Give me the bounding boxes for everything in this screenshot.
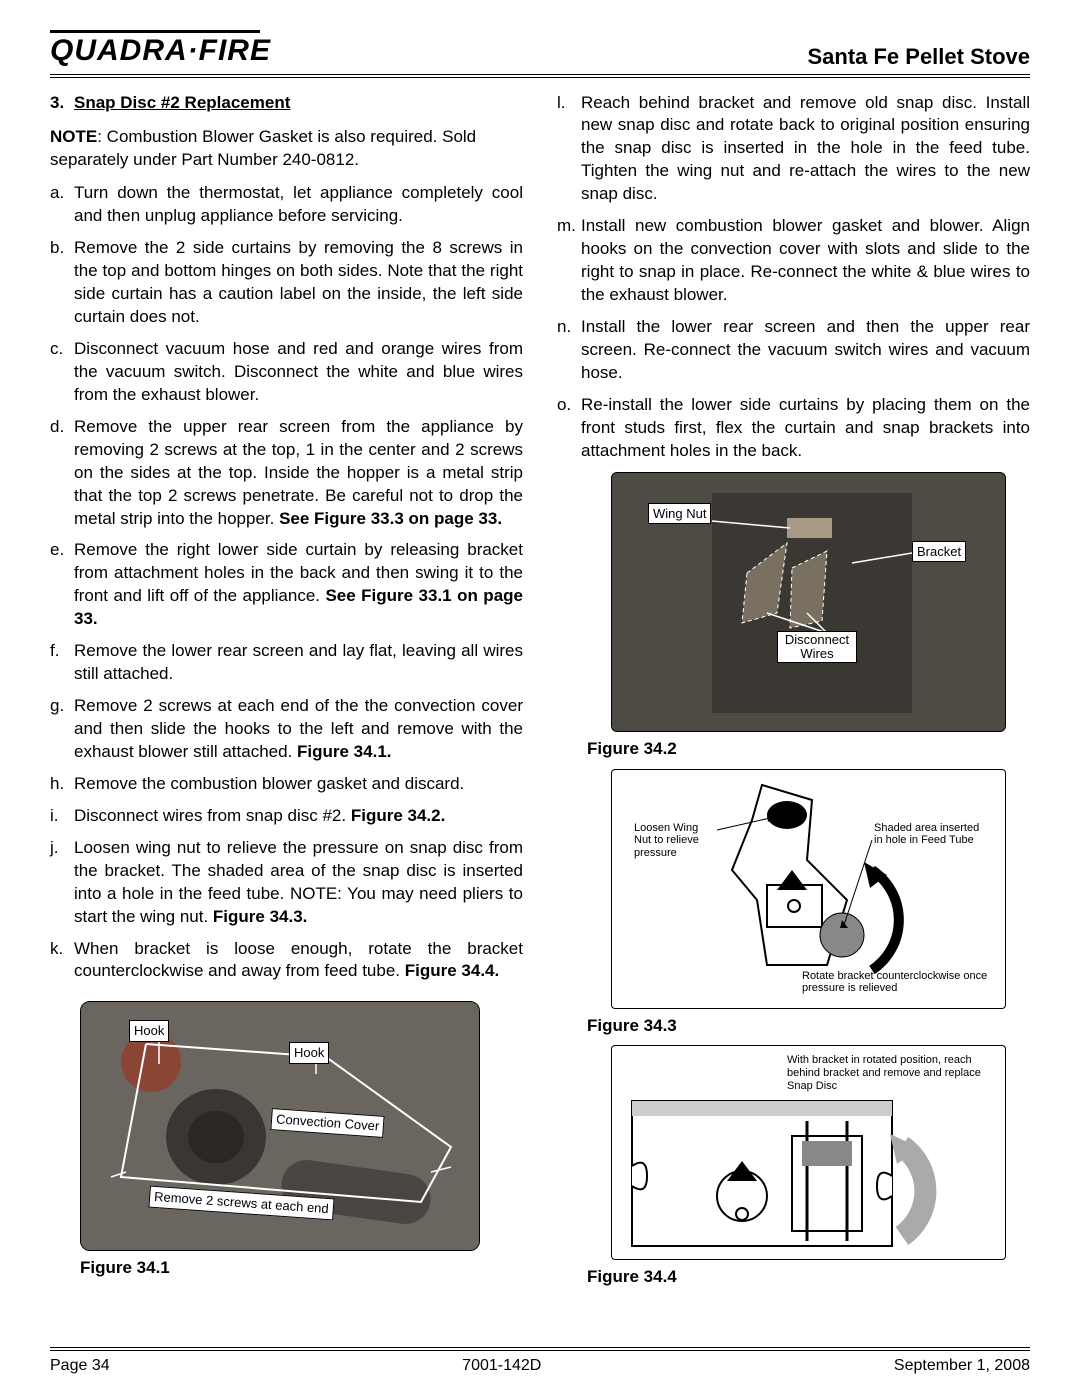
note-label: NOTE	[50, 127, 97, 146]
step-ref: See Figure 33.3 on page 33.	[279, 509, 502, 528]
step-label: d.	[50, 416, 74, 531]
fig343-shaded-label: Shaded area inserted in hole in Feed Tub…	[874, 822, 984, 847]
content-columns: 3.Snap Disc #2 Replacement NOTE: Combust…	[50, 92, 1030, 1298]
step-text: Install new combustion blower gasket and…	[581, 215, 1030, 307]
step-label: e.	[50, 539, 74, 631]
step-ref: Figure 34.2.	[351, 806, 445, 825]
step-item: j.Loosen wing nut to relieve the pressur…	[50, 837, 523, 929]
footer-doc: 7001-142D	[462, 1355, 541, 1377]
step-ref: Figure 34.4.	[405, 961, 499, 980]
step-item: h.Remove the combustion blower gasket an…	[50, 773, 523, 796]
step-text: Install the lower rear screen and then t…	[581, 316, 1030, 385]
steps-list-left: a.Turn down the thermostat, let applianc…	[50, 182, 523, 983]
step-text: Remove 2 screws at each end of the the c…	[74, 695, 523, 764]
brand-text: QUADRA·FIRE	[50, 31, 271, 72]
note-paragraph: NOTE: Combustion Blower Gasket is also r…	[50, 126, 523, 172]
section-heading: Snap Disc #2 Replacement	[74, 93, 290, 112]
step-label: c.	[50, 338, 74, 407]
step-item: m.Install new combustion blower gasket a…	[557, 215, 1030, 307]
note-text: : Combustion Blower Gasket is also requi…	[50, 127, 476, 169]
fig343-loosen-label: Loosen Wing Nut to relieve pressure	[634, 822, 714, 860]
fig342-wing-label: Wing Nut	[648, 503, 711, 525]
fig341-hook1-label: Hook	[129, 1020, 169, 1042]
step-item: o.Re-install the lower side curtains by …	[557, 394, 1030, 463]
right-column: l.Reach behind bracket and remove old sn…	[557, 92, 1030, 1298]
fig341-hook2-label: Hook	[289, 1042, 329, 1064]
step-item: f.Remove the lower rear screen and lay f…	[50, 640, 523, 686]
left-column: 3.Snap Disc #2 Replacement NOTE: Combust…	[50, 92, 523, 1298]
step-item: g.Remove 2 screws at each end of the the…	[50, 695, 523, 764]
figure-34-2: Wing Nut Bracket Disconnect Wires	[611, 472, 1006, 732]
step-ref: Figure 34.3.	[213, 907, 307, 926]
step-item: d.Remove the upper rear screen from the …	[50, 416, 523, 531]
footer-page: Page 34	[50, 1355, 110, 1377]
step-text: Remove the upper rear screen from the ap…	[74, 416, 523, 531]
step-ref: Figure 34.1.	[297, 742, 391, 761]
step-label: m.	[557, 215, 581, 307]
step-label: a.	[50, 182, 74, 228]
step-text: Disconnect wires from snap disc #2. Figu…	[74, 805, 523, 828]
page-header: QUADRA·FIRE Santa Fe Pellet Stove	[50, 30, 1030, 78]
step-label: h.	[50, 773, 74, 796]
figure-34-3-caption: Figure 34.3	[587, 1015, 1030, 1038]
step-text: Disconnect vacuum hose and red and orang…	[74, 338, 523, 407]
step-label: j.	[50, 837, 74, 929]
step-item: b.Remove the 2 side curtains by removing…	[50, 237, 523, 329]
fig342-disc-label: Disconnect Wires	[777, 631, 857, 664]
figure-34-4-caption: Figure 34.4	[587, 1266, 1030, 1289]
step-label: o.	[557, 394, 581, 463]
step-text: Loosen wing nut to relieve the pressure …	[74, 837, 523, 929]
step-label: g.	[50, 695, 74, 764]
step-text: When bracket is loose enough, rotate the…	[74, 938, 523, 984]
step-text: Remove the right lower side curtain by r…	[74, 539, 523, 631]
section-title: 3.Snap Disc #2 Replacement	[50, 92, 523, 115]
step-text: Reach behind bracket and remove old snap…	[581, 92, 1030, 207]
product-title: Santa Fe Pellet Stove	[807, 42, 1030, 72]
step-item: e.Remove the right lower side curtain by…	[50, 539, 523, 631]
figure-34-2-caption: Figure 34.2	[587, 738, 1030, 761]
step-label: f.	[50, 640, 74, 686]
step-item: i.Disconnect wires from snap disc #2. Fi…	[50, 805, 523, 828]
step-label: i.	[50, 805, 74, 828]
page-footer: Page 34 7001-142D September 1, 2008	[50, 1347, 1030, 1377]
step-label: n.	[557, 316, 581, 385]
step-label: b.	[50, 237, 74, 329]
step-text: Remove the combustion blower gasket and …	[74, 773, 523, 796]
fig342-bracket-label: Bracket	[912, 541, 966, 563]
steps-list-right: l.Reach behind bracket and remove old sn…	[557, 92, 1030, 463]
step-item: a.Turn down the thermostat, let applianc…	[50, 182, 523, 228]
figure-34-3: Loosen Wing Nut to relieve pressure Shad…	[611, 769, 1006, 1009]
step-text: Remove the 2 side curtains by removing t…	[74, 237, 523, 329]
figure-34-1: Hook Hook Convection Cover Remove 2 scre…	[80, 1001, 480, 1251]
step-item: l.Reach behind bracket and remove old sn…	[557, 92, 1030, 207]
step-item: c.Disconnect vacuum hose and red and ora…	[50, 338, 523, 407]
step-text: Turn down the thermostat, let appliance …	[74, 182, 523, 228]
figure-34-4: With bracket in rotated position, reach …	[611, 1045, 1006, 1260]
footer-date: September 1, 2008	[894, 1355, 1030, 1377]
section-number: 3.	[50, 92, 74, 115]
step-label: k.	[50, 938, 74, 984]
fig344-rot-label: With bracket in rotated position, reach …	[787, 1054, 987, 1092]
step-item: k.When bracket is loose enough, rotate t…	[50, 938, 523, 984]
step-text: Remove the lower rear screen and lay fla…	[74, 640, 523, 686]
figure-34-1-caption: Figure 34.1	[80, 1257, 523, 1280]
step-item: n.Install the lower rear screen and then…	[557, 316, 1030, 385]
fig343-rotate-label: Rotate bracket counterclockwise once pre…	[802, 970, 992, 995]
step-label: l.	[557, 92, 581, 207]
step-ref: See Figure 33.1 on page 33.	[74, 586, 523, 628]
brand-logo: QUADRA·FIRE	[50, 30, 271, 72]
step-text: Re-install the lower side curtains by pl…	[581, 394, 1030, 463]
